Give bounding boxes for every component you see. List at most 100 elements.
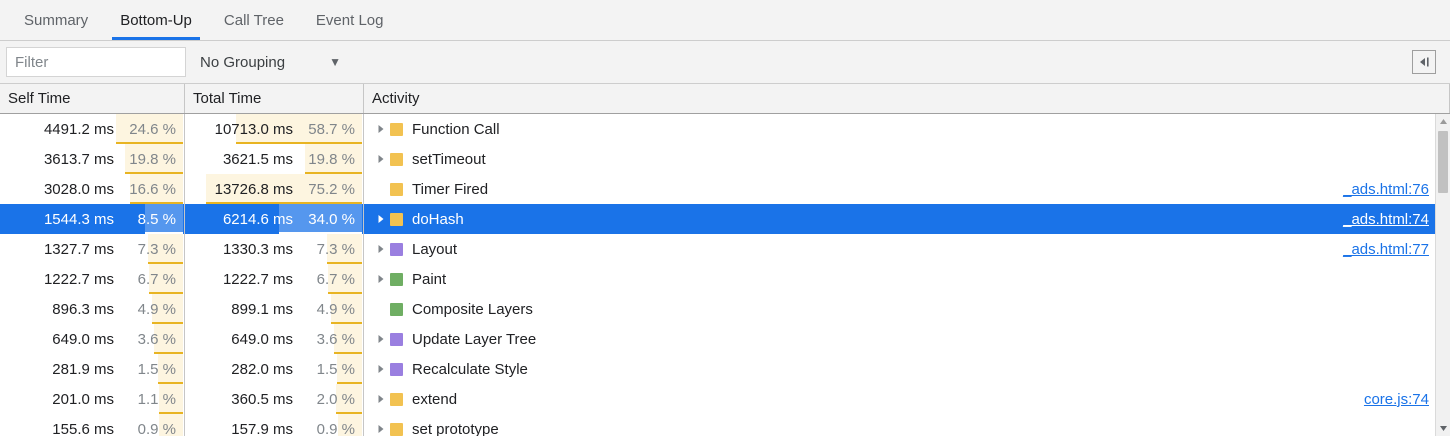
cell-self-time: 1544.3 ms 8.5 % — [0, 204, 185, 234]
activity-name: Function Call — [412, 120, 500, 138]
self-time-value: 896.3 ms — [52, 300, 114, 318]
tab-bottom-up[interactable]: Bottom-Up — [104, 0, 208, 40]
self-time-percent: 1.1 % — [137, 390, 176, 408]
table-row[interactable]: 1544.3 ms 8.5 % 6214.6 ms 34.0 % doHash _ads.… — [0, 204, 1435, 234]
column-header-total-time[interactable]: Total Time — [185, 84, 364, 113]
category-color-swatch-js — [390, 152, 403, 166]
self-time-percent: 19.8 % — [129, 150, 176, 168]
table-row[interactable]: 1327.7 ms 7.3 % 1330.3 ms 7.3 % Layout _ads.h… — [0, 234, 1435, 264]
cell-total-time: 1222.7 ms 6.7 % — [185, 264, 364, 294]
cell-activity: Function Call — [364, 114, 1435, 144]
category-color-swatch-js — [390, 212, 403, 226]
total-time-value: 1330.3 ms — [222, 240, 293, 258]
expand-triangle-icon[interactable] — [372, 244, 390, 254]
total-time-value: 282.0 ms — [231, 360, 293, 378]
source-link[interactable]: _ads.html:76 — [1343, 180, 1429, 198]
self-time-percent: 7.3 % — [137, 240, 176, 258]
self-time-value: 1327.7 ms — [43, 240, 114, 258]
cell-activity: setTimeout — [364, 144, 1435, 174]
table-row[interactable]: 3028.0 ms 16.6 % 13726.8 ms 75.2 % Timer Fir… — [0, 174, 1435, 204]
bottom-up-grid[interactable]: 4491.2 ms 24.6 % 10713.0 ms 58.7 % Function … — [0, 114, 1435, 436]
total-time-percent: 3.6 % — [316, 330, 355, 348]
expand-triangle-icon[interactable] — [372, 274, 390, 284]
cell-self-time: 281.9 ms 1.5 % — [0, 354, 185, 384]
cell-total-time: 10713.0 ms 58.7 % — [185, 114, 364, 144]
expand-triangle-icon[interactable] — [372, 424, 390, 434]
self-time-value: 3613.7 ms — [43, 150, 114, 168]
activity-name: extend — [412, 390, 458, 408]
tab-call-tree[interactable]: Call Tree — [208, 0, 300, 40]
scrollbar-track[interactable] — [1436, 129, 1450, 421]
table-row[interactable]: 281.9 ms 1.5 % 282.0 ms 1.5 % Recalculate St… — [0, 354, 1435, 384]
table-row[interactable]: 201.0 ms 1.1 % 360.5 ms 2.0 % extend core.js:… — [0, 384, 1435, 414]
source-link[interactable]: core.js:74 — [1363, 390, 1429, 408]
cell-total-time: 6214.6 ms 34.0 % — [185, 204, 364, 234]
cell-total-time: 360.5 ms 2.0 % — [185, 384, 364, 414]
total-time-percent: 1.5 % — [316, 360, 355, 378]
category-color-swatch-layout — [390, 242, 403, 256]
self-time-value: 4491.2 ms — [43, 120, 114, 138]
self-time-percent: 6.7 % — [137, 270, 176, 288]
tab-label: Bottom-Up — [120, 11, 192, 29]
total-time-value: 3621.5 ms — [222, 150, 293, 168]
activity-name: Layout — [412, 240, 458, 258]
total-time-value: 157.9 ms — [231, 420, 293, 437]
column-header-self-time[interactable]: Self Time — [0, 84, 185, 113]
table-row[interactable]: 1222.7 ms 6.7 % 1222.7 ms 6.7 % Paint — [0, 264, 1435, 294]
self-time-percent: 8.5 % — [137, 210, 176, 228]
tab-label: Call Tree — [223, 11, 284, 29]
category-color-swatch-layout — [390, 332, 403, 346]
expand-triangle-icon[interactable] — [372, 394, 390, 404]
collapse-sidebar-icon — [1417, 56, 1431, 68]
category-color-swatch-js — [390, 392, 403, 406]
source-link[interactable]: _ads.html:74 — [1343, 210, 1429, 228]
activity-name: Update Layer Tree — [412, 330, 537, 348]
column-header-activity[interactable]: Activity — [364, 84, 1450, 113]
table-row[interactable]: 896.3 ms 4.9 % 899.1 ms 4.9 % Composite Laye… — [0, 294, 1435, 324]
scrollbar-thumb[interactable] — [1438, 131, 1448, 193]
self-time-value: 1544.3 ms — [43, 210, 114, 228]
activity-name: Recalculate Style — [412, 360, 528, 378]
source-link[interactable]: _ads.html:77 — [1343, 240, 1429, 258]
category-color-swatch-js — [390, 422, 403, 436]
grid-area: 4491.2 ms 24.6 % 10713.0 ms 58.7 % Function … — [0, 114, 1450, 436]
total-time-percent: 4.9 % — [316, 300, 355, 318]
cell-activity: Recalculate Style — [364, 354, 1435, 384]
cell-self-time: 155.6 ms 0.9 % — [0, 414, 185, 436]
total-time-value: 6214.6 ms — [222, 210, 293, 228]
expand-triangle-icon[interactable] — [372, 214, 390, 224]
scroll-up-arrow[interactable] — [1436, 114, 1450, 129]
cell-activity: Paint — [364, 264, 1435, 294]
cell-self-time: 649.0 ms 3.6 % — [0, 324, 185, 354]
table-row[interactable]: 3613.7 ms 19.8 % 3621.5 ms 19.8 % setTimeout — [0, 144, 1435, 174]
cell-activity: Timer Fired _ads.html:76 — [364, 174, 1435, 204]
expand-triangle-icon[interactable] — [372, 334, 390, 344]
filter-input[interactable] — [6, 47, 186, 77]
expand-triangle-icon[interactable] — [372, 124, 390, 134]
table-row[interactable]: 4491.2 ms 24.6 % 10713.0 ms 58.7 % Function … — [0, 114, 1435, 144]
vertical-scrollbar[interactable] — [1435, 114, 1450, 436]
panel-tabbar: Summary Bottom-Up Call Tree Event Log — [0, 0, 1450, 41]
table-row[interactable]: 649.0 ms 3.6 % 649.0 ms 3.6 % Update Layer T… — [0, 324, 1435, 354]
grouping-dropdown[interactable]: No Grouping ▼ — [200, 54, 341, 71]
self-time-value: 3028.0 ms — [43, 180, 114, 198]
total-time-percent: 19.8 % — [308, 150, 355, 168]
table-row[interactable]: 155.6 ms 0.9 % 157.9 ms 0.9 % set prototype — [0, 414, 1435, 436]
activity-name: Paint — [412, 270, 447, 288]
activity-name: doHash — [412, 210, 464, 228]
category-color-swatch-paint — [390, 272, 403, 286]
tab-summary[interactable]: Summary — [8, 0, 104, 40]
expand-triangle-icon[interactable] — [372, 364, 390, 374]
scroll-down-arrow[interactable] — [1436, 421, 1450, 436]
collapse-sidebar-button[interactable] — [1412, 50, 1436, 74]
expand-triangle-icon[interactable] — [372, 154, 390, 164]
cell-total-time: 157.9 ms 0.9 % — [185, 414, 364, 436]
total-time-value: 13726.8 ms — [214, 180, 293, 198]
cell-self-time: 201.0 ms 1.1 % — [0, 384, 185, 414]
category-color-swatch-layout — [390, 362, 403, 376]
tab-event-log[interactable]: Event Log — [300, 0, 400, 40]
cell-self-time: 1327.7 ms 7.3 % — [0, 234, 185, 264]
cell-self-time: 4491.2 ms 24.6 % — [0, 114, 185, 144]
activity-name: setTimeout — [412, 150, 486, 168]
activity-name: Timer Fired — [412, 180, 489, 198]
